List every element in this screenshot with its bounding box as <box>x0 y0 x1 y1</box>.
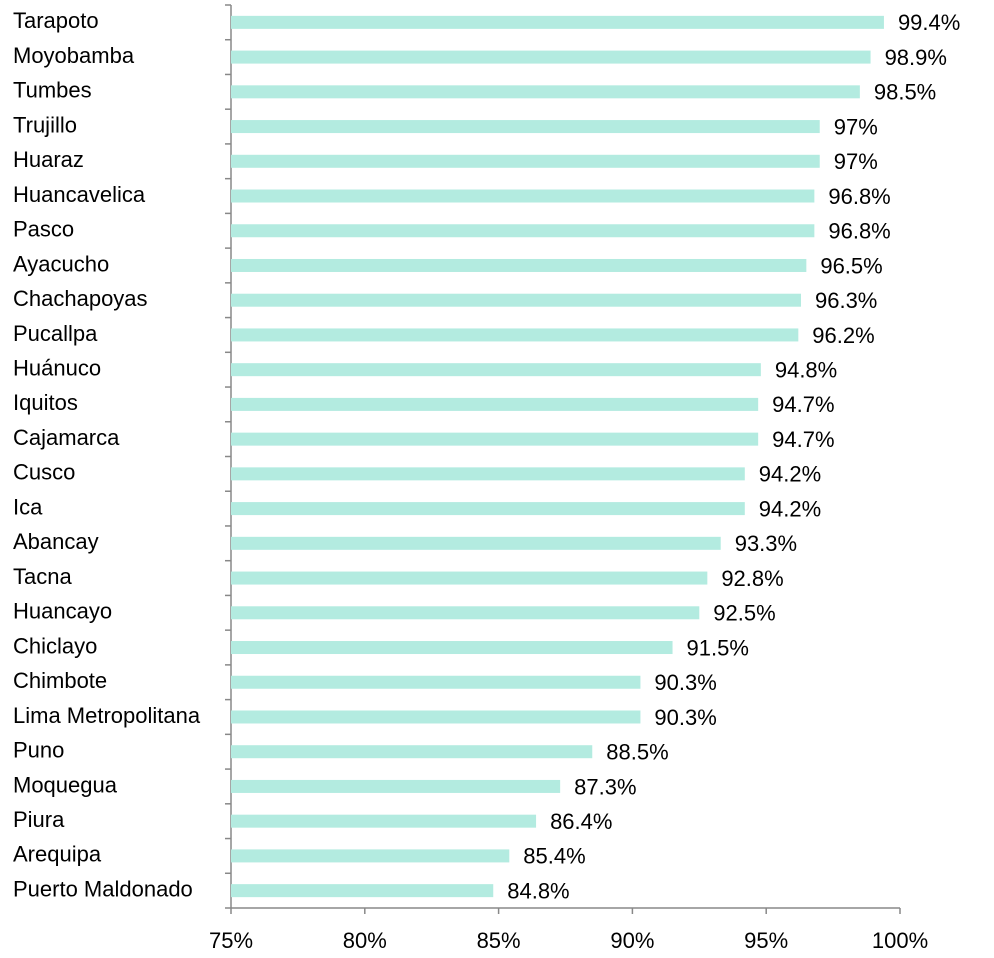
y-tick-label: Pasco <box>13 217 74 242</box>
bar <box>231 15 884 29</box>
y-tick-label: Arequipa <box>13 842 102 867</box>
y-tick-label: Trujillo <box>13 112 77 137</box>
bar <box>231 120 820 134</box>
value-label: 97% <box>834 149 878 174</box>
value-label: 94.8% <box>775 357 837 382</box>
bar <box>231 606 700 620</box>
value-label: 96.5% <box>820 253 882 278</box>
bar <box>231 675 641 689</box>
x-tick-label: 100% <box>872 928 928 953</box>
value-label: 98.9% <box>885 45 947 70</box>
value-label: 96.2% <box>812 323 874 348</box>
value-label: 92.5% <box>713 601 775 626</box>
y-tick-label: Piura <box>13 807 65 832</box>
y-tick-label: Tarapoto <box>13 8 99 33</box>
bar <box>231 154 820 168</box>
y-tick-label: Tumbes <box>13 78 92 103</box>
bar <box>231 50 871 64</box>
bar <box>231 189 815 203</box>
y-tick-label: Puerto Maldonado <box>13 876 193 901</box>
y-tick-label: Tacna <box>13 564 72 589</box>
bar <box>231 745 593 759</box>
value-label: 88.5% <box>606 740 668 765</box>
y-tick-label: Cusco <box>13 460 75 485</box>
value-label: 94.2% <box>759 496 821 521</box>
y-tick-label: Cajamarca <box>13 425 120 450</box>
value-label: 92.8% <box>721 566 783 591</box>
value-label: 84.8% <box>507 878 569 903</box>
bar <box>231 884 494 898</box>
bar <box>231 397 759 411</box>
bar <box>231 467 745 481</box>
value-label: 97% <box>834 114 878 139</box>
x-tick-label: 90% <box>610 928 654 953</box>
value-label: 86.4% <box>550 809 612 834</box>
value-label: 90.3% <box>654 705 716 730</box>
bar <box>231 258 807 272</box>
bar <box>231 85 860 99</box>
bar <box>231 710 641 724</box>
y-tick-label: Moyobamba <box>13 43 135 68</box>
x-tick-label: 95% <box>744 928 788 953</box>
value-label: 96.8% <box>828 219 890 244</box>
x-tick-label: 75% <box>209 928 253 953</box>
bar <box>231 432 759 446</box>
value-label: 90.3% <box>654 670 716 695</box>
y-tick-label: Lima Metropolitana <box>13 703 201 728</box>
value-label: 85.4% <box>523 844 585 869</box>
y-tick-label: Chimbote <box>13 668 107 693</box>
bar <box>231 502 745 516</box>
y-tick-label: Puno <box>13 738 64 763</box>
value-label: 96.3% <box>815 288 877 313</box>
value-label: 94.7% <box>772 427 834 452</box>
bar <box>231 641 673 655</box>
y-tick-label: Moquegua <box>13 772 118 797</box>
bar <box>231 536 721 550</box>
y-tick-label: Abancay <box>13 529 99 554</box>
value-label: 87.3% <box>574 774 636 799</box>
y-tick-label: Huánuco <box>13 355 101 380</box>
y-tick-label: Ayacucho <box>13 251 109 276</box>
y-tick-label: Huancavelica <box>13 182 146 207</box>
bar <box>231 293 801 307</box>
bar <box>231 849 510 863</box>
bar <box>231 224 815 238</box>
x-tick-label: 85% <box>477 928 521 953</box>
y-tick-label: Chachapoyas <box>13 286 148 311</box>
value-label: 94.2% <box>759 462 821 487</box>
x-tick-label: 80% <box>343 928 387 953</box>
y-tick-label: Huancayo <box>13 599 112 624</box>
value-label: 94.7% <box>772 392 834 417</box>
y-tick-label: Pucallpa <box>13 321 98 346</box>
y-tick-label: Iquitos <box>13 390 78 415</box>
bar <box>231 328 799 342</box>
value-label: 96.8% <box>828 184 890 209</box>
bar <box>231 363 761 377</box>
value-label: 93.3% <box>735 531 797 556</box>
y-tick-label: Chiclayo <box>13 633 97 658</box>
bar <box>231 571 708 585</box>
y-tick-label: Ica <box>13 494 43 519</box>
bar <box>231 814 537 828</box>
value-label: 91.5% <box>687 635 749 660</box>
value-label: 99.4% <box>898 10 960 35</box>
bar <box>231 779 561 793</box>
y-tick-label: Huaraz <box>13 147 84 172</box>
value-label: 98.5% <box>874 80 936 105</box>
